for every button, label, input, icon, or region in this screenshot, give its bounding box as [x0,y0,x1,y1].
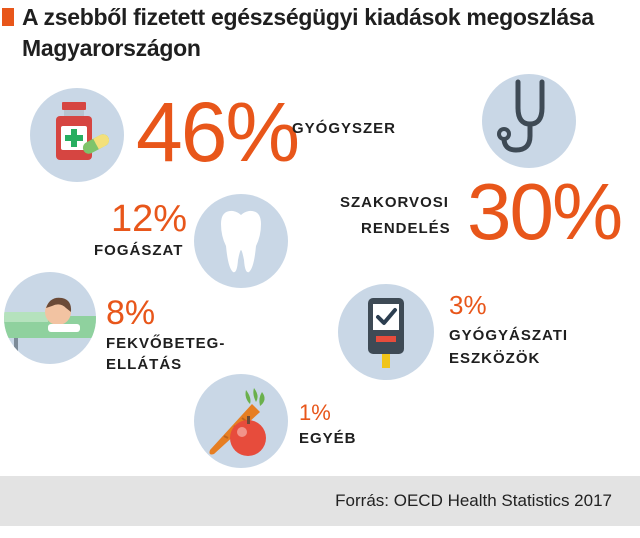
fruit-vegetable-icon [194,374,288,468]
category-label-fekvobeteg-line-1: FEKVŐBETEG- [106,335,226,352]
category-label-fogaszat: FOGÁSZAT [94,242,184,259]
chart-title: A zsebből fizetett egészségügyi kiadások… [22,4,594,61]
source-footer: Forrás: OECD Health Statistics 2017 [0,476,640,526]
value-label-fekvobeteg: 8% [106,294,156,332]
value-label-gyogyszer: 46% [136,85,300,179]
category-label-eszkozok-line-1: GYÓGYÁSZATI [449,327,569,344]
category-label-egyeb: EGYÉB [299,430,357,447]
value-label-fogaszat: 12% [111,198,188,240]
category-label-szakorvosi-line-1: SZAKORVOSI [340,194,449,211]
value-label-egyeb: 1% [299,400,331,425]
patient-bed-icon [4,272,96,364]
title-bar: A zsebből fizetett egészségügyi kiadások… [0,0,640,70]
value-label-eszkozok: 3% [449,290,487,320]
stethoscope-icon [482,74,576,168]
title-accent-bar [2,8,14,26]
category-label-fekvobeteg-line-2: ELLÁTÁS [106,356,183,373]
source-note: Forrás: OECD Health Statistics 2017 [335,491,612,510]
medicine-icon [30,88,124,182]
category-label-gyogyszer: GYÓGYSZER [292,120,397,137]
category-label-eszkozok-line-2: ESZKÖZÖK [449,350,541,367]
tooth-icon [194,194,288,288]
category-label-szakorvosi-line-2: RENDELÉS [361,220,451,237]
glucometer-icon [338,284,434,380]
value-label-szakorvosi: 30% [467,167,623,256]
